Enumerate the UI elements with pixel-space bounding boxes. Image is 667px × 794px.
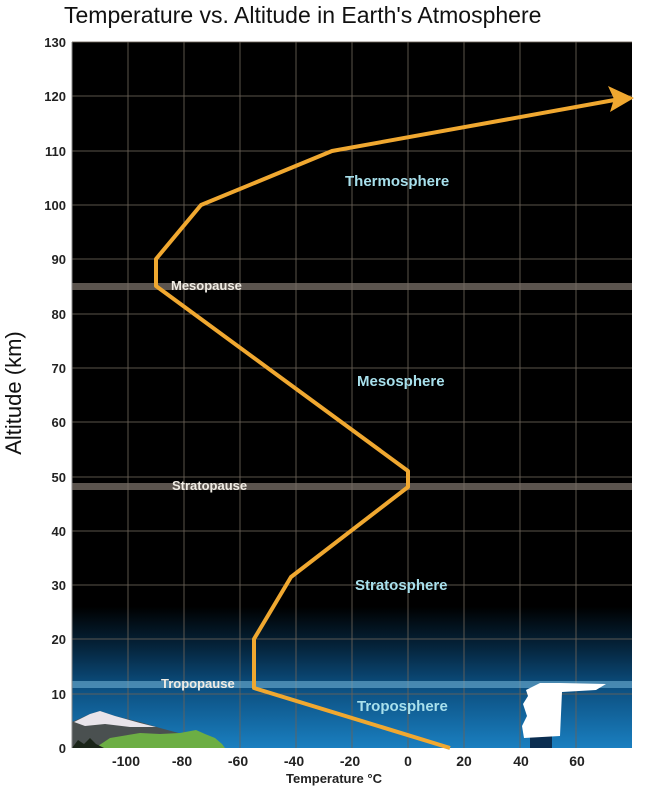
svg-text:0: 0 <box>404 753 412 769</box>
svg-text:60: 60 <box>569 753 585 769</box>
svg-text:20: 20 <box>456 753 472 769</box>
tropopause-label: Tropopause <box>161 676 235 691</box>
temperature-profile-line <box>154 97 621 750</box>
svg-text:10: 10 <box>52 687 66 702</box>
stratopause-label: Stratopause <box>172 478 247 493</box>
svg-text:50: 50 <box>52 470 66 485</box>
svg-text:90: 90 <box>52 252 66 267</box>
svg-text:-80: -80 <box>172 753 192 769</box>
mountain-icon <box>72 711 225 748</box>
vertical-gridlines <box>127 42 577 748</box>
svg-text:20: 20 <box>52 632 66 647</box>
svg-text:70: 70 <box>52 361 66 376</box>
chart-title: Temperature vs. Altitude in Earth's Atmo… <box>64 2 542 28</box>
svg-text:-20: -20 <box>340 753 360 769</box>
svg-text:0: 0 <box>59 741 66 756</box>
x-axis-label: Temperature °C <box>286 771 382 786</box>
mesopause-band <box>72 283 632 290</box>
svg-text:-100: -100 <box>112 753 140 769</box>
tropopause-band <box>72 681 632 688</box>
arrow-head-icon <box>608 86 634 112</box>
svg-text:110: 110 <box>45 144 66 159</box>
svg-text:40: 40 <box>513 753 529 769</box>
svg-text:-60: -60 <box>228 753 248 769</box>
mesopause-label: Mesopause <box>171 278 242 293</box>
svg-text:130: 130 <box>44 35 66 50</box>
cloud-icon <box>522 683 606 748</box>
troposphere-label: Troposphere <box>357 698 448 715</box>
svg-text:60: 60 <box>52 415 66 430</box>
svg-text:100: 100 <box>44 198 66 213</box>
x-tick-labels: -100 -80 -60 -40 -20 0 20 40 60 <box>112 753 585 769</box>
stratopause-band <box>72 483 632 490</box>
stratosphere-label: Stratosphere <box>355 577 448 594</box>
svg-text:-40: -40 <box>284 753 304 769</box>
svg-text:80: 80 <box>52 307 66 322</box>
thermosphere-label: Thermosphere <box>345 173 449 190</box>
svg-text:30: 30 <box>52 578 66 593</box>
y-tick-labels: 0 10 20 30 40 50 60 70 80 90 100 110 120… <box>44 35 66 756</box>
svg-text:120: 120 <box>44 89 66 104</box>
mesosphere-label: Mesosphere <box>357 373 445 390</box>
svg-text:40: 40 <box>52 524 66 539</box>
